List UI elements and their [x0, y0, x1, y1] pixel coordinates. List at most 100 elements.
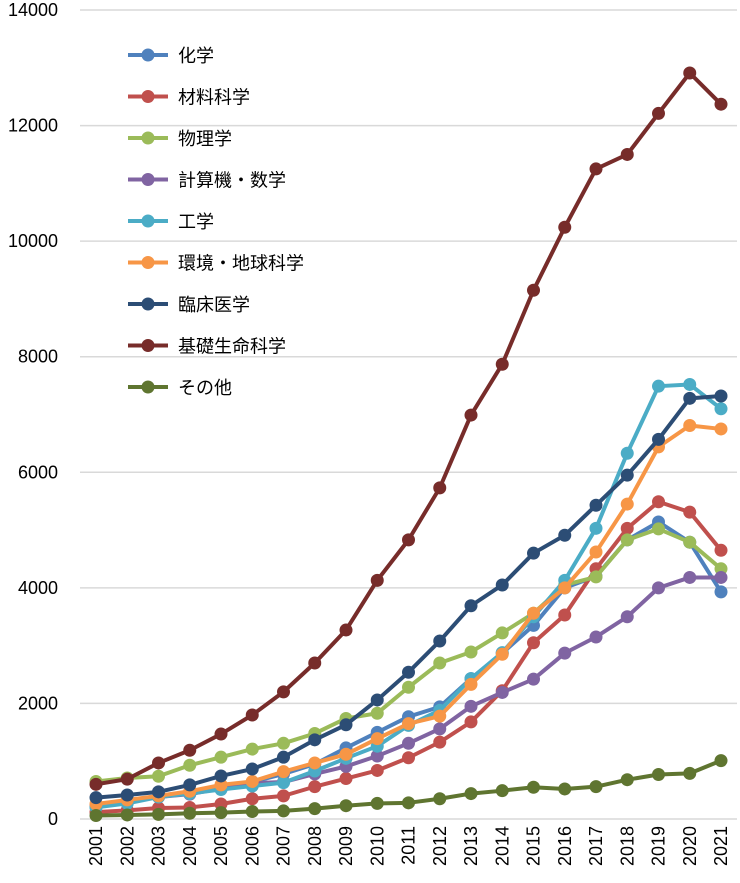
- data-point: [214, 727, 228, 741]
- data-point: [402, 533, 415, 547]
- data-point: [214, 778, 228, 792]
- series-5: [89, 418, 728, 811]
- legend-marker-icon: [141, 256, 155, 269]
- legend-label: 基礎生命科学: [178, 337, 286, 358]
- y-tick-label: 6000: [18, 462, 58, 482]
- x-tick-label: 2006: [242, 826, 262, 866]
- data-point: [339, 623, 353, 637]
- gridlines: [80, 9, 737, 820]
- data-point: [714, 402, 728, 416]
- legend-marker-icon: [141, 131, 155, 145]
- data-point: [308, 733, 322, 747]
- legend-marker-icon: [141, 214, 155, 228]
- data-point: [620, 446, 634, 460]
- data-point: [370, 732, 384, 746]
- data-point: [589, 498, 603, 512]
- data-point: [620, 533, 634, 547]
- data-point: [558, 220, 572, 234]
- data-point: [89, 809, 103, 823]
- legend-item: 環境・地球科学: [128, 254, 304, 275]
- data-point: [495, 784, 509, 798]
- x-tick-label: 2018: [617, 826, 637, 866]
- data-point: [620, 610, 634, 624]
- data-point: [433, 481, 447, 495]
- y-tick-label: 12000: [8, 116, 58, 136]
- data-point: [370, 573, 384, 587]
- data-point: [652, 379, 665, 393]
- legend-marker-icon: [141, 297, 155, 311]
- data-point: [89, 791, 103, 805]
- data-point: [339, 718, 353, 732]
- data-point: [152, 769, 165, 783]
- data-point: [714, 422, 728, 436]
- data-point: [495, 357, 509, 371]
- x-tick-label: 2002: [117, 826, 137, 866]
- data-point: [152, 756, 165, 770]
- x-tick-label: 2020: [680, 826, 700, 866]
- x-tick-label: 2001: [86, 826, 106, 866]
- data-point: [183, 743, 197, 757]
- data-point: [527, 636, 540, 650]
- data-point: [714, 97, 728, 111]
- data-point: [652, 432, 665, 446]
- data-point: [589, 162, 603, 176]
- data-point: [652, 106, 665, 120]
- data-point: [152, 785, 165, 799]
- legend-item: 基礎生命科学: [128, 337, 286, 358]
- data-point: [433, 656, 447, 670]
- legend-label: 工学: [178, 212, 214, 233]
- legend-marker-icon: [141, 48, 155, 62]
- data-point: [464, 787, 478, 801]
- data-point: [308, 656, 322, 670]
- data-point: [183, 758, 197, 772]
- legend-item: 工学: [128, 212, 214, 233]
- data-point: [683, 505, 697, 519]
- data-point: [245, 742, 259, 756]
- data-point: [183, 806, 197, 820]
- data-point: [245, 708, 259, 722]
- legend-item: 材料科学: [128, 88, 250, 109]
- data-point: [402, 796, 415, 810]
- series-6: [89, 389, 728, 805]
- data-point: [683, 391, 697, 405]
- data-point: [714, 389, 728, 403]
- data-point: [527, 546, 540, 560]
- series-lines: [89, 66, 728, 823]
- x-tick-label: 2013: [461, 826, 481, 866]
- data-point: [277, 736, 290, 750]
- data-point: [527, 672, 540, 686]
- data-point: [245, 762, 259, 776]
- data-point: [652, 522, 665, 536]
- legend-label: その他: [178, 378, 232, 399]
- data-point: [558, 608, 572, 622]
- x-tick-label: 2003: [149, 826, 169, 866]
- data-point: [464, 645, 478, 659]
- data-point: [714, 754, 728, 768]
- data-point: [433, 722, 447, 736]
- data-point: [339, 747, 353, 761]
- data-point: [527, 283, 540, 297]
- data-point: [120, 772, 134, 786]
- data-point: [370, 693, 384, 707]
- data-point: [277, 765, 290, 779]
- data-point: [495, 685, 509, 699]
- legend-label: 計算機・数学: [178, 171, 286, 192]
- data-point: [183, 778, 197, 792]
- x-tick-label: 2011: [399, 826, 419, 865]
- data-point: [402, 680, 415, 694]
- data-point: [683, 66, 697, 80]
- data-point: [495, 626, 509, 640]
- data-point: [464, 677, 478, 691]
- data-point: [277, 685, 290, 699]
- y-tick-label: 0: [48, 809, 58, 829]
- x-tick-label: 2010: [367, 826, 387, 866]
- data-point: [652, 768, 665, 782]
- data-point: [89, 777, 103, 791]
- data-point: [339, 772, 353, 786]
- data-point: [245, 774, 259, 788]
- y-axis-ticks: 0 2000 4000 6000 8000 10000 12000 14000: [8, 0, 58, 829]
- data-point: [683, 418, 697, 432]
- data-point: [245, 792, 259, 806]
- legend-marker-icon: [141, 339, 155, 352]
